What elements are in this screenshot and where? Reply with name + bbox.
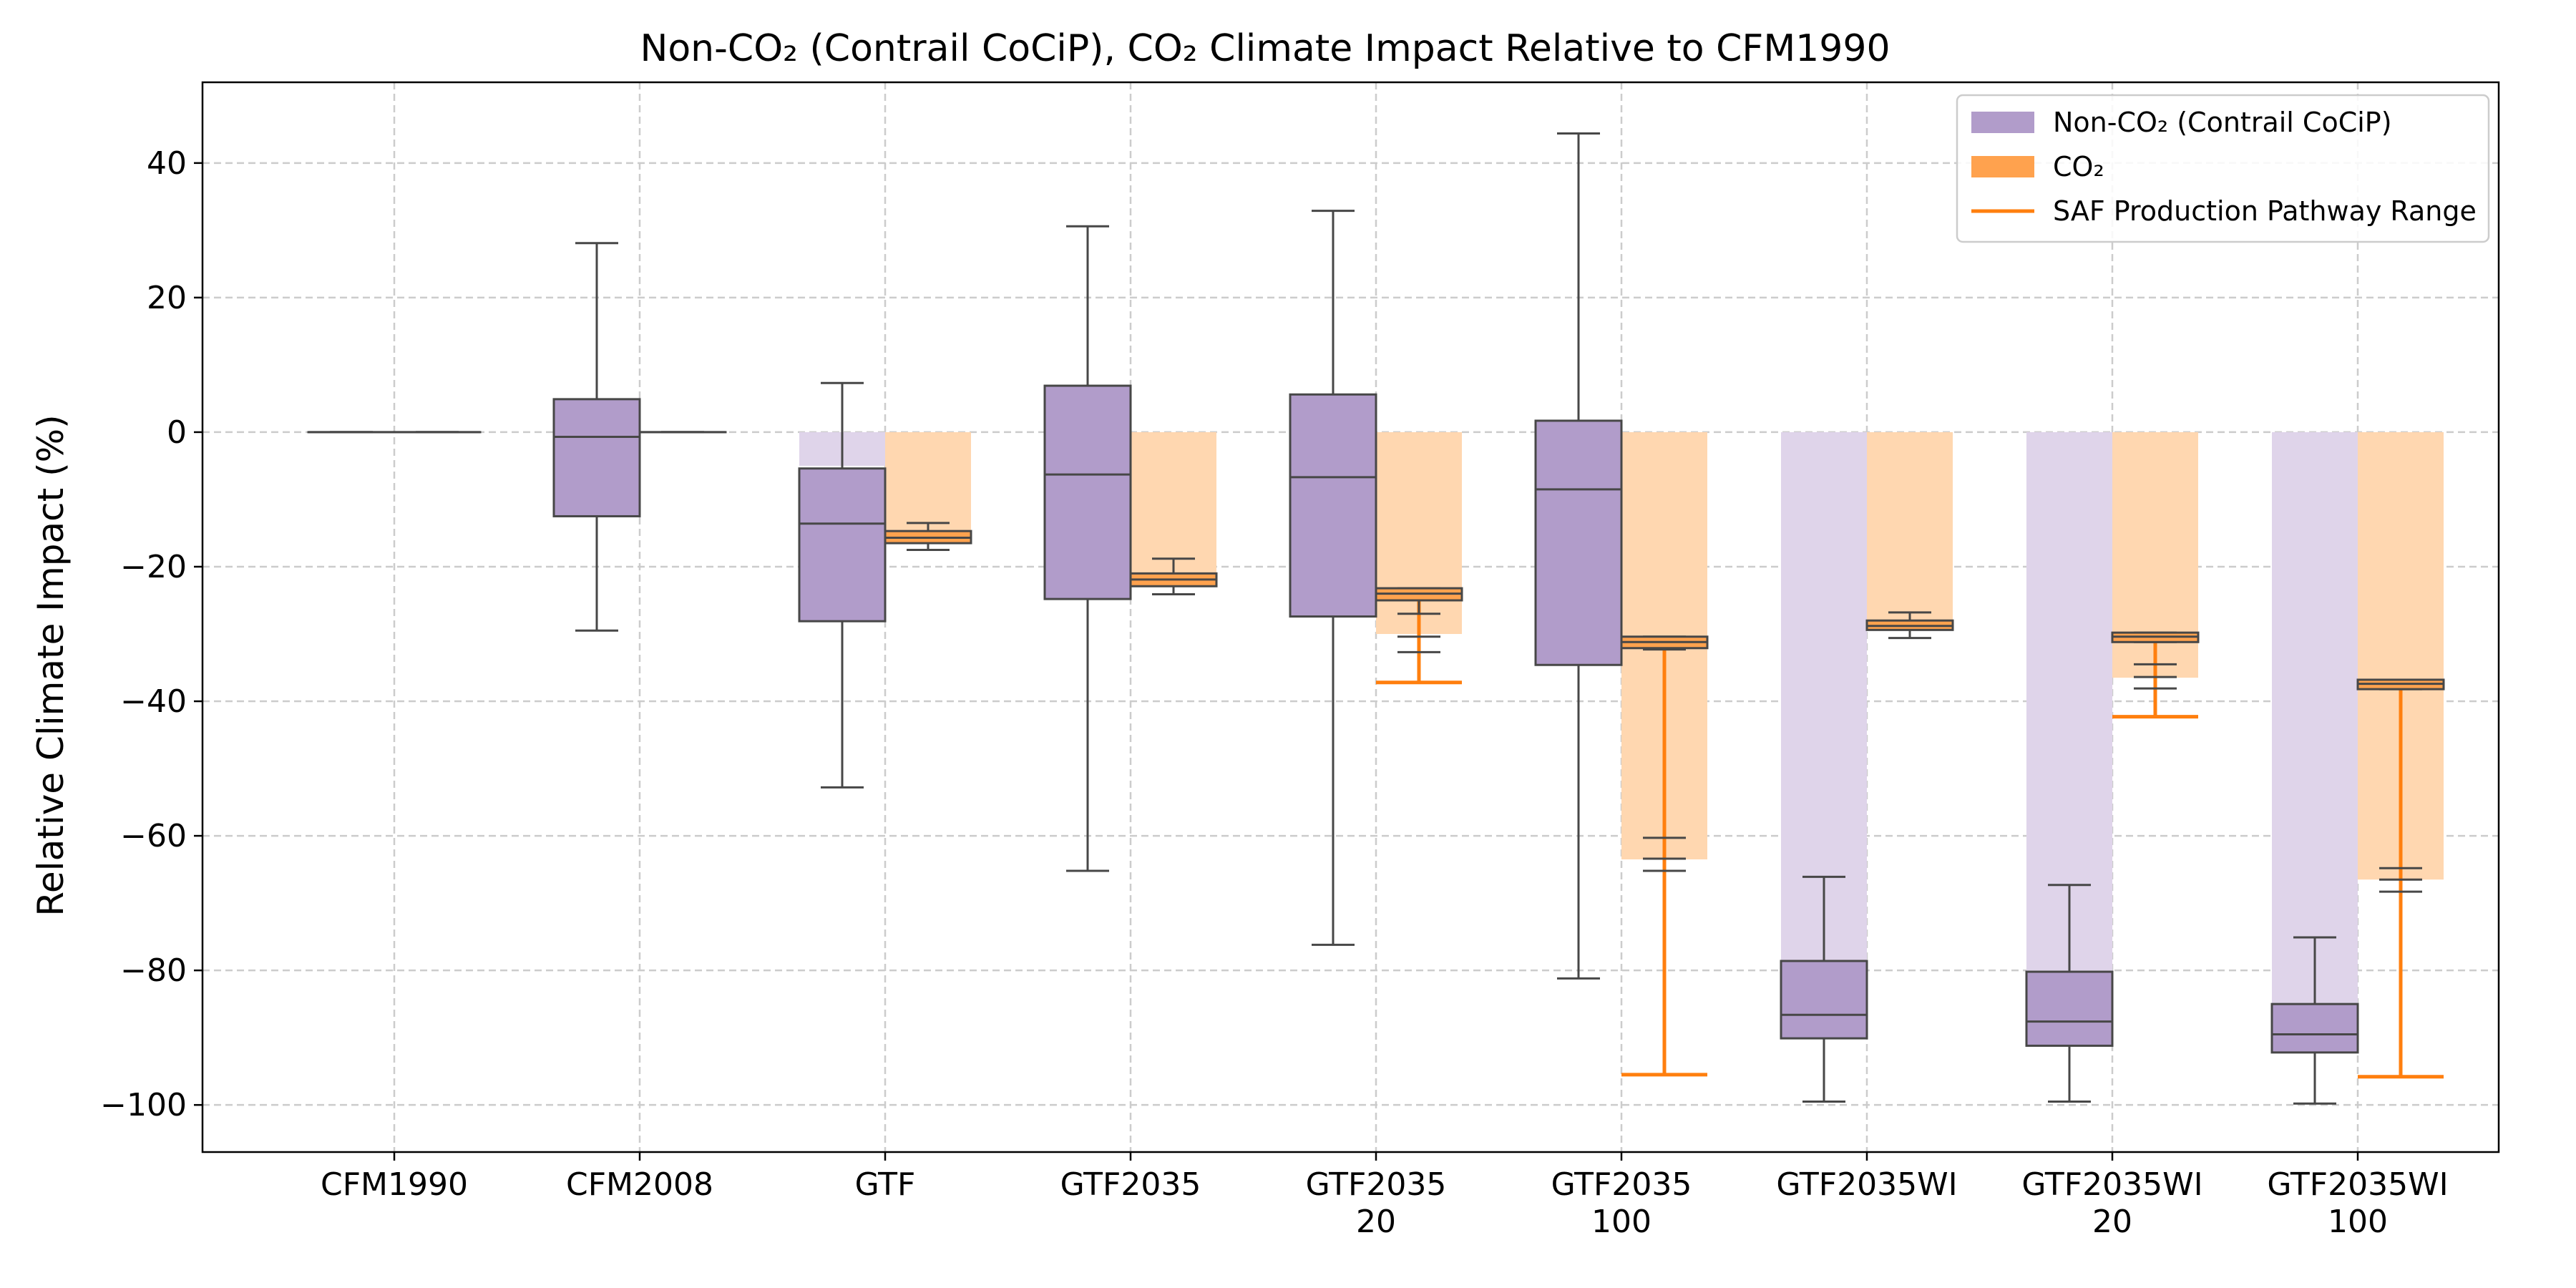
co2-bar (885, 431, 971, 533)
co2-box (2111, 631, 2200, 643)
x-tick-label: GTF2035WI (1776, 1166, 1957, 1203)
box-body (2270, 1002, 2359, 1054)
legend-label: CO₂ (2053, 151, 2104, 182)
box-body (1289, 393, 1377, 618)
x-tick-label: 20 (2092, 1204, 2132, 1240)
non-co2-box (1780, 875, 1868, 1103)
y-tick-label: 0 (167, 414, 187, 451)
co2-box (1375, 587, 1463, 615)
x-tick-label: 100 (2328, 1204, 2388, 1240)
non-co2-box (2270, 936, 2359, 1105)
box-body (1534, 419, 1623, 666)
box-plots (307, 132, 2445, 1105)
x-tick-label: CFM2008 (566, 1166, 713, 1203)
x-tick-label: GTF2035 (1306, 1166, 1447, 1203)
co2-box (1620, 635, 1709, 651)
x-tick-label: GTF2035WI (2267, 1166, 2448, 1203)
non-co2-box (1289, 210, 1377, 946)
x-tick-label: GTF2035 (1551, 1166, 1692, 1203)
x-tick-label: 100 (1591, 1204, 1652, 1240)
y-tick-label: −60 (120, 818, 187, 854)
x-tick-label: 20 (1356, 1204, 1396, 1240)
legend-swatch (1971, 156, 2034, 177)
box-body (2025, 970, 2114, 1047)
box-body (1043, 384, 1132, 600)
legend: Non-CO₂ (Contrail CoCiP) CO₂ SAF Productio… (1956, 94, 2490, 243)
y-tick-label: 20 (147, 280, 187, 316)
co2-bar (1867, 431, 1953, 624)
x-tick-label: CFM1990 (321, 1166, 468, 1203)
x-tick-label: GTF2035WI (2021, 1166, 2202, 1203)
y-tick-label: −20 (120, 549, 187, 585)
co2-box (1865, 611, 1954, 640)
co2-box (2356, 678, 2445, 691)
non-co2-bar (2272, 431, 2358, 1011)
box-body (552, 398, 641, 517)
co2-box (1129, 557, 1218, 596)
axes-frame (201, 81, 2500, 1153)
non-co2-box (2025, 884, 2114, 1103)
axes-border (201, 81, 2500, 1153)
x-tick-label: GTF2035 (1060, 1166, 1201, 1203)
y-tick-label: −80 (120, 952, 187, 989)
co2-box (884, 522, 972, 551)
y-tick-label: −40 (120, 683, 187, 720)
non-co2-box (1534, 132, 1623, 980)
non-co2-box (552, 242, 641, 632)
non-co2-box (1043, 225, 1132, 872)
legend-swatch (1971, 112, 2034, 133)
chart-title: Non-CO₂ (Contrail CoCiP), CO₂ Climate Im… (640, 27, 1890, 70)
co2-bar (1131, 431, 1216, 577)
tick-marks: 40 20 0 −20 −40 −60 −80 −100 CFM1990 CFM2008 GTF GT… (100, 145, 2448, 1240)
legend-label: Non-CO₂ (Contrail CoCiP) (2053, 107, 2392, 138)
non-co2-box (798, 381, 887, 789)
y-tick-label: 40 (147, 145, 187, 182)
x-tick-label: GTF (855, 1166, 916, 1203)
y-tick-label: −100 (100, 1087, 187, 1123)
legend-frame (1956, 94, 2490, 243)
box-body (1780, 960, 1868, 1040)
y-axis-label: Relative Climate Impact (%) (30, 414, 72, 916)
legend-label: SAF Production Pathway Range (2053, 195, 2477, 227)
box-body (798, 467, 887, 623)
